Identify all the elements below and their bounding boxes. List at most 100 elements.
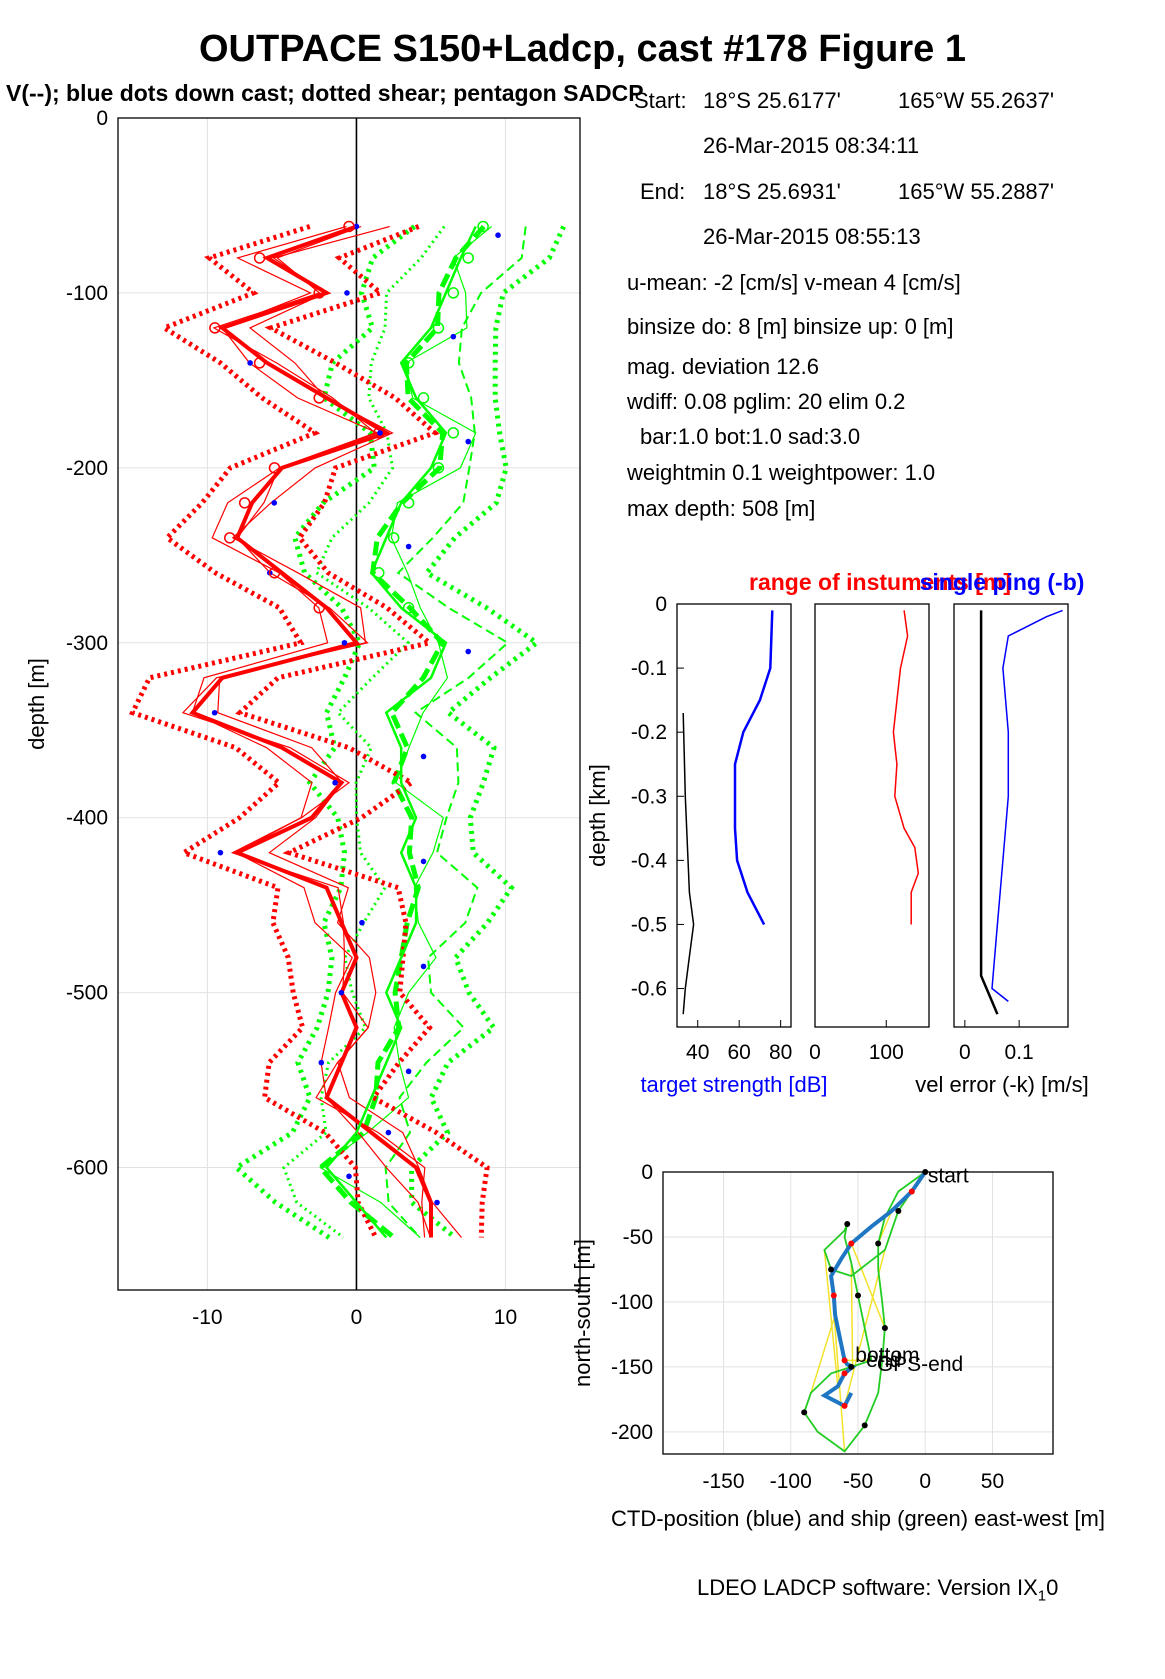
position-y-tick-label: -100 — [611, 1291, 653, 1314]
position-x-tick-label: -100 — [770, 1470, 812, 1493]
position-x-axis-label: CTD-position (blue) and ship (green) eas… — [611, 1506, 1105, 1531]
sadcp-pentagon-v — [447, 427, 460, 439]
range-panel: 0 100 — [809, 603, 930, 1064]
sadcp-pentagon-v — [373, 567, 385, 579]
vel-error-panel: 0 0.1 single ping (-b) vel error (-k) [m/s] — [915, 569, 1089, 1097]
footer-tail: 0 — [1046, 1575, 1059, 1600]
down-cast-dot — [341, 639, 348, 646]
sadcp-pentagon-u — [268, 462, 281, 474]
start-label: Start: — [634, 88, 687, 113]
target-strength-series-line — [682, 712, 695, 1015]
target-strength-x-axis-label: target strength [dB] — [640, 1072, 827, 1097]
sadcp-pentagon-u — [343, 220, 355, 233]
u-thin-profile-c — [191, 225, 432, 1238]
ctd-position-dot — [830, 1292, 837, 1299]
position-x-tick-label: -150 — [703, 1470, 745, 1493]
wdiff-text: wdiff: 0.08 pglim: 20 elim 0.2 — [627, 389, 906, 414]
ship-position-dot — [848, 1363, 855, 1370]
velocity-x-tick-label: 10 — [494, 1306, 517, 1329]
sadcp-pentagon-v — [477, 220, 489, 233]
down-cast-dot — [465, 648, 472, 655]
ctd-ship-connector — [823, 1249, 839, 1387]
sadcp-pentagon-v — [402, 497, 415, 509]
u-dotted-inner — [129, 224, 379, 1239]
target-strength-y-tick-label: -0.3 — [631, 785, 667, 808]
down-cast-dot — [338, 989, 345, 996]
down-cast-dot — [495, 232, 501, 238]
velocity-y-axis-label: depth [m] — [24, 658, 49, 750]
velocity-x-tick-label: 0 — [351, 1306, 363, 1329]
v-dotted-outer — [409, 225, 566, 1240]
v-dashed-variant — [384, 226, 527, 1239]
ctd-track — [820, 1170, 927, 1409]
end-lon: 165°W 55.2887' — [898, 179, 1055, 204]
ctd-position-dot — [841, 1370, 848, 1377]
range-series-line — [892, 610, 920, 925]
bar-text: bar:1.0 bot:1.0 sad:3.0 — [640, 424, 861, 449]
target-strength-y-tick-label: -0.1 — [631, 657, 667, 680]
ship-track — [803, 1171, 926, 1453]
position-annotation: start — [928, 1165, 969, 1188]
sadcp-pentagon-u — [313, 392, 325, 404]
ctd-ship-connector — [850, 1243, 886, 1329]
down-cast-dot — [420, 753, 427, 760]
vel-error-x-tick-label: 0.1 — [1005, 1041, 1034, 1064]
down-cast-dot — [385, 1129, 392, 1136]
position-axes-box — [662, 1171, 1054, 1455]
vel-error-title: single ping (-b) — [920, 569, 1085, 595]
u-mean-profile — [189, 224, 433, 1238]
start-time: 26-Mar-2015 08:34:11 — [703, 133, 920, 158]
target-strength-y-tick-label: -0.4 — [631, 849, 668, 872]
down-cast-dot — [405, 1068, 412, 1075]
end-label: End: — [640, 179, 686, 204]
velocity-y-tick-label: -300 — [66, 632, 108, 655]
footer-text: LDEO LADCP software: Version IX — [697, 1575, 1038, 1600]
position-annotation: bottom — [855, 1344, 919, 1367]
down-cast-dot — [420, 963, 427, 970]
down-cast-dot — [332, 779, 338, 786]
sadcp-pentagon-v — [432, 462, 445, 474]
target-strength-y-tick-label: 0 — [655, 593, 667, 616]
vel-error-x-tick-label: 0 — [959, 1041, 971, 1064]
sadcp-pentagon-u — [253, 252, 266, 264]
down-cast-dot — [359, 919, 365, 926]
target-strength-y-tick-label: -0.6 — [631, 978, 667, 1001]
target-strength-x-tick-label: 80 — [769, 1041, 792, 1064]
down-cast-dot — [450, 333, 457, 340]
ctd-ship-connector — [810, 1314, 836, 1394]
sadcp-pentagon-u — [238, 497, 251, 509]
down-cast-dot — [465, 438, 472, 445]
binsize-text: binsize do: 8 [m] binsize up: 0 [m] — [627, 314, 954, 339]
vel-error-axes-box — [953, 603, 1069, 1028]
vel-error-x-axis-label: vel error (-k) [m/s] — [915, 1072, 1089, 1097]
down-cast-dot — [405, 543, 412, 550]
sadcp-pentagon-u — [373, 427, 385, 439]
u-mean-text: u-mean: -2 [cm/s] v-mean 4 [cm/s] — [627, 270, 961, 295]
down-cast-dot — [434, 1199, 440, 1206]
position-y-tick-label: -50 — [623, 1226, 653, 1249]
v-thick-dashed — [316, 224, 486, 1240]
ship-position-dot — [861, 1422, 868, 1429]
software-version-footer: LDEO LADCP software: Version IX10 — [697, 1575, 1058, 1604]
velocity-x-tick-label: -10 — [192, 1306, 222, 1329]
sadcp-pentagon-u — [253, 357, 266, 369]
ship-position-dot — [801, 1409, 808, 1416]
velocity-y-tick-label: -100 — [66, 282, 108, 305]
position-annotation: end — [866, 1349, 901, 1372]
end-time: 26-Mar-2015 08:55:13 — [703, 224, 921, 249]
down-cast-dot — [318, 1059, 325, 1066]
ship-position-dot — [895, 1207, 902, 1214]
sadcp-pentagon-v — [432, 322, 445, 334]
down-cast-dot — [420, 858, 427, 865]
sadcp-pentagon-u — [313, 602, 325, 614]
sadcp-pentagon-v — [462, 252, 474, 264]
ship-position-dot — [855, 1292, 861, 1299]
v-dotted-variant — [282, 225, 446, 1239]
position-y-tick-label: -150 — [611, 1356, 653, 1379]
target-strength-y-tick-label: -0.2 — [631, 721, 667, 744]
down-cast-dot — [247, 360, 253, 366]
mag-deviation-text: mag. deviation 12.6 — [627, 354, 820, 379]
ctd-position-dot — [841, 1402, 848, 1409]
